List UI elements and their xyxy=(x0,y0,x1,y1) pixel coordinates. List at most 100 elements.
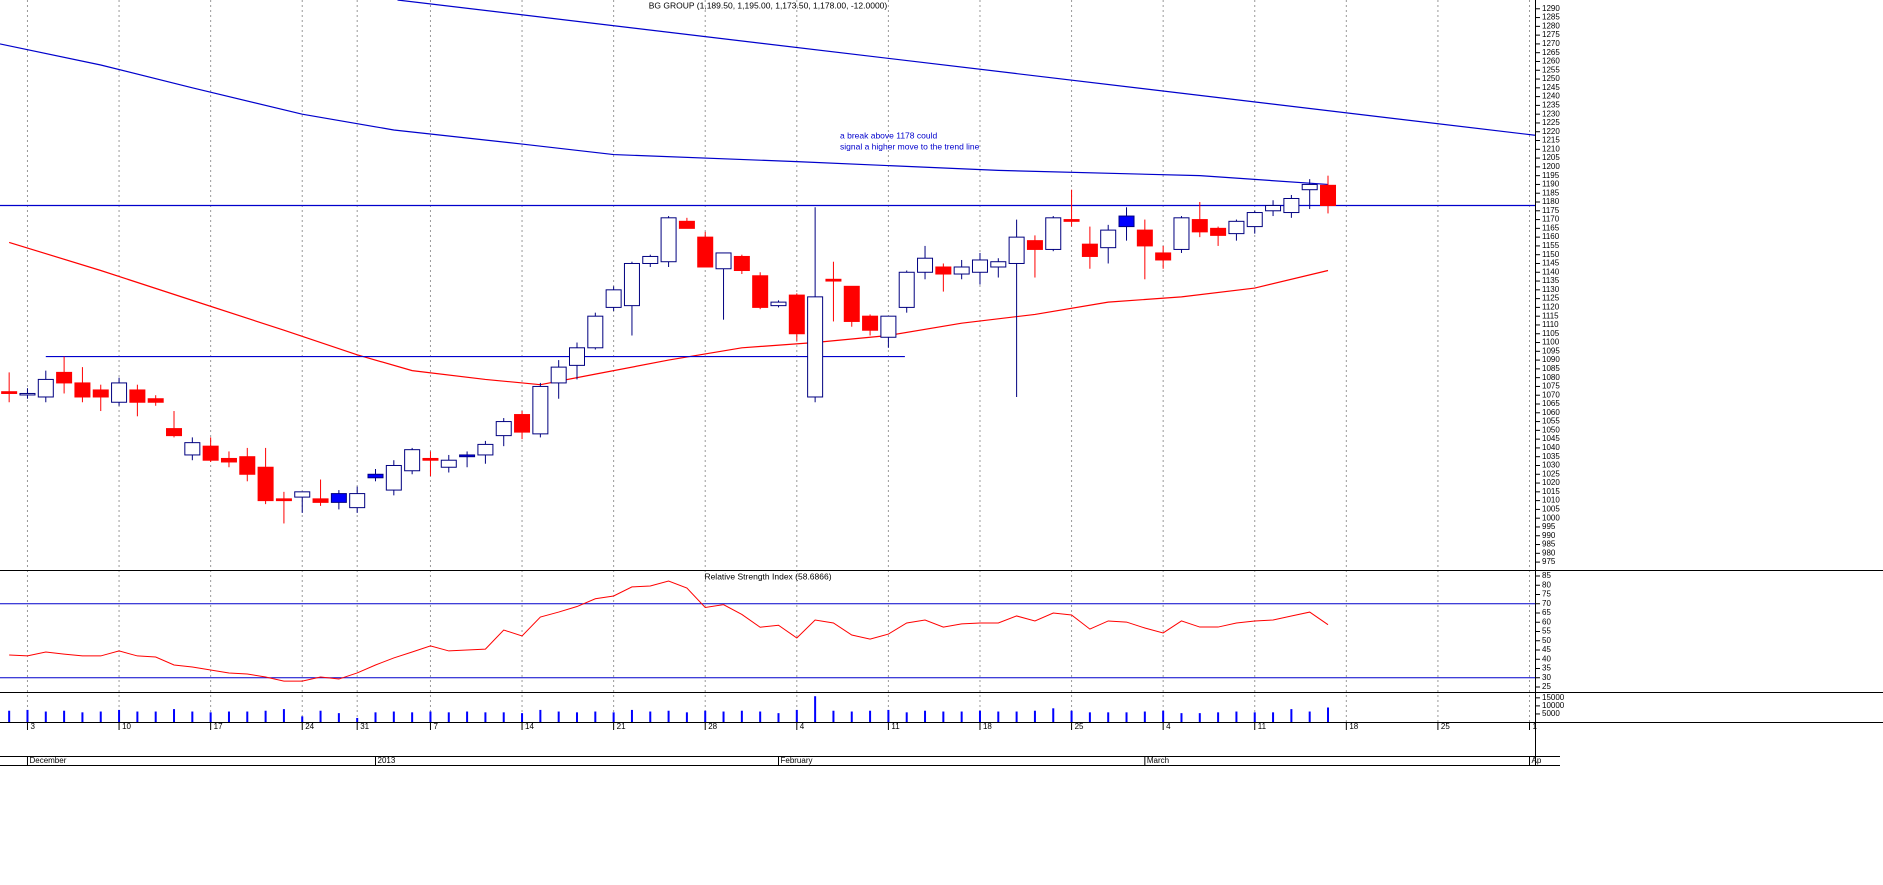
candle-body xyxy=(917,257,934,273)
y-tick-label: 1190 xyxy=(1542,180,1560,189)
y-tick-label: 30 xyxy=(1542,673,1551,682)
volume-bar xyxy=(264,710,267,722)
y-tick-label: 1275 xyxy=(1542,30,1560,39)
candle-body xyxy=(1,391,18,394)
volume-bar xyxy=(209,712,212,722)
candle-body xyxy=(1026,240,1043,250)
volume-bar xyxy=(1125,712,1128,722)
candle-body xyxy=(990,261,1007,268)
volume-bar xyxy=(466,711,469,722)
y-tick-label: 65 xyxy=(1542,608,1551,617)
volume-bar xyxy=(8,710,11,722)
volume-bar xyxy=(447,712,450,722)
y-tick-label: 1145 xyxy=(1542,259,1560,268)
y-tick-label: 5000 xyxy=(1542,709,1560,718)
y-tick-label: 1225 xyxy=(1542,118,1560,127)
frame-layer xyxy=(0,0,1883,766)
y-tick-label: 50 xyxy=(1542,636,1551,645)
candle-body xyxy=(495,421,512,437)
y-tick-label: 1000 xyxy=(1542,513,1560,522)
volume-bar xyxy=(154,711,157,722)
month-label: February xyxy=(780,756,812,765)
candle-body xyxy=(1210,227,1227,236)
candle-body xyxy=(92,389,109,398)
candle-body xyxy=(349,493,366,509)
volume-bar xyxy=(814,696,817,722)
candle-body xyxy=(807,296,824,398)
y-tick-label: 1265 xyxy=(1542,48,1560,57)
volume-bar xyxy=(1015,711,1018,722)
grid-layer xyxy=(26,0,1540,765)
y-tick-label: 1240 xyxy=(1542,92,1560,101)
candle-body xyxy=(129,389,146,403)
volume-bar xyxy=(1253,712,1256,722)
overlay-line xyxy=(0,43,1329,186)
candle-body xyxy=(1173,217,1190,250)
candle-body xyxy=(74,382,91,398)
y-tick-label: 1185 xyxy=(1542,188,1560,197)
candle-body xyxy=(202,445,219,461)
volume-bar xyxy=(81,712,84,722)
y-tick-label: 75 xyxy=(1542,590,1551,599)
candle-body xyxy=(623,262,640,307)
candle-body xyxy=(568,347,585,366)
candle-body xyxy=(1301,183,1318,191)
x-tick-label: 4 xyxy=(1166,722,1171,731)
y-tick-label: 1215 xyxy=(1542,136,1560,145)
volume-bar xyxy=(1180,713,1183,722)
candle-body xyxy=(697,236,714,268)
candle-body xyxy=(275,498,292,502)
candle-body xyxy=(752,275,769,308)
y-tick-label: 1080 xyxy=(1542,373,1560,382)
candle-body xyxy=(111,382,128,403)
volume-bar xyxy=(26,709,29,722)
volume-bar xyxy=(869,710,872,722)
volume-bar xyxy=(502,712,505,722)
y-tick-label: 1085 xyxy=(1542,364,1560,373)
volume-bar xyxy=(1235,711,1238,722)
y-tick-label: 25 xyxy=(1542,682,1551,691)
y-tick-label: 1200 xyxy=(1542,162,1560,171)
x-tick-label: 7 xyxy=(433,722,438,731)
volume-bar xyxy=(740,710,743,722)
y-tick-label: 1070 xyxy=(1542,390,1560,399)
month-label: 2013 xyxy=(378,756,396,765)
candle-body xyxy=(587,315,604,349)
y-tick-label: 80 xyxy=(1542,580,1551,589)
annotation: signal a higher move to the trend line xyxy=(840,141,980,151)
volume-bar xyxy=(704,710,707,722)
y-tick-label: 975 xyxy=(1542,557,1556,566)
y-tick-label: 1245 xyxy=(1542,83,1560,92)
volume-bar xyxy=(1217,712,1220,722)
y-tick-label: 1270 xyxy=(1542,39,1560,48)
month-label: December xyxy=(29,756,66,765)
volume-bar xyxy=(850,711,853,722)
y-tick-label: 990 xyxy=(1542,531,1556,540)
volume-bar xyxy=(960,711,963,722)
volume-bar xyxy=(685,712,688,722)
volume-bar xyxy=(924,710,927,722)
candle-body xyxy=(1063,219,1080,222)
volume-bar xyxy=(118,709,121,722)
candle-body xyxy=(459,454,476,458)
y-tick-label: 10000 xyxy=(1542,701,1565,710)
volume-bar xyxy=(1070,710,1073,722)
volume-bar xyxy=(759,711,762,722)
y-tick-label: 1235 xyxy=(1542,101,1560,110)
y-tick-label: 1260 xyxy=(1542,57,1560,66)
rsi-title: Relative Strength Index (58.6866) xyxy=(704,571,831,581)
chart-title: BG GROUP (1,189.50, 1,195.00, 1,173.50, … xyxy=(649,0,888,10)
volume-bar xyxy=(1107,712,1110,722)
volume-bar xyxy=(557,711,560,722)
y-tick-label: 1045 xyxy=(1542,434,1560,443)
volume-bar xyxy=(411,712,414,722)
y-tick-label: 1205 xyxy=(1542,153,1560,162)
candle-body xyxy=(477,443,494,456)
y-tick-label: 1130 xyxy=(1542,285,1560,294)
candle-body xyxy=(733,255,750,272)
candle-body xyxy=(1228,220,1245,235)
volume-bar xyxy=(905,712,908,722)
candle-body xyxy=(678,220,695,229)
